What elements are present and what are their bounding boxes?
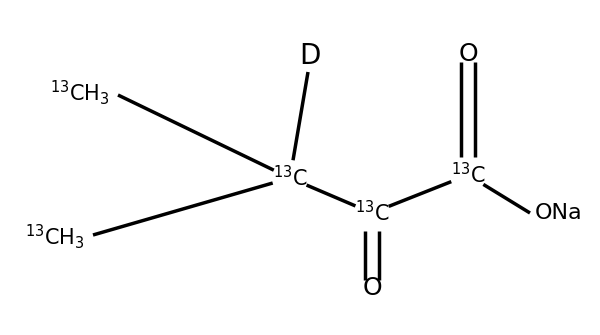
Text: ONa: ONa xyxy=(535,203,583,223)
Text: O: O xyxy=(458,42,478,66)
Text: $^{13}$CH$_3$: $^{13}$CH$_3$ xyxy=(25,222,85,251)
Text: $^{13}$CH$_3$: $^{13}$CH$_3$ xyxy=(50,79,110,108)
Text: $^{13}$C: $^{13}$C xyxy=(355,200,389,225)
Text: $^{13}$C: $^{13}$C xyxy=(272,165,307,191)
Text: D: D xyxy=(299,42,320,70)
Text: O: O xyxy=(362,276,382,300)
Text: $^{13}$C: $^{13}$C xyxy=(451,162,485,188)
